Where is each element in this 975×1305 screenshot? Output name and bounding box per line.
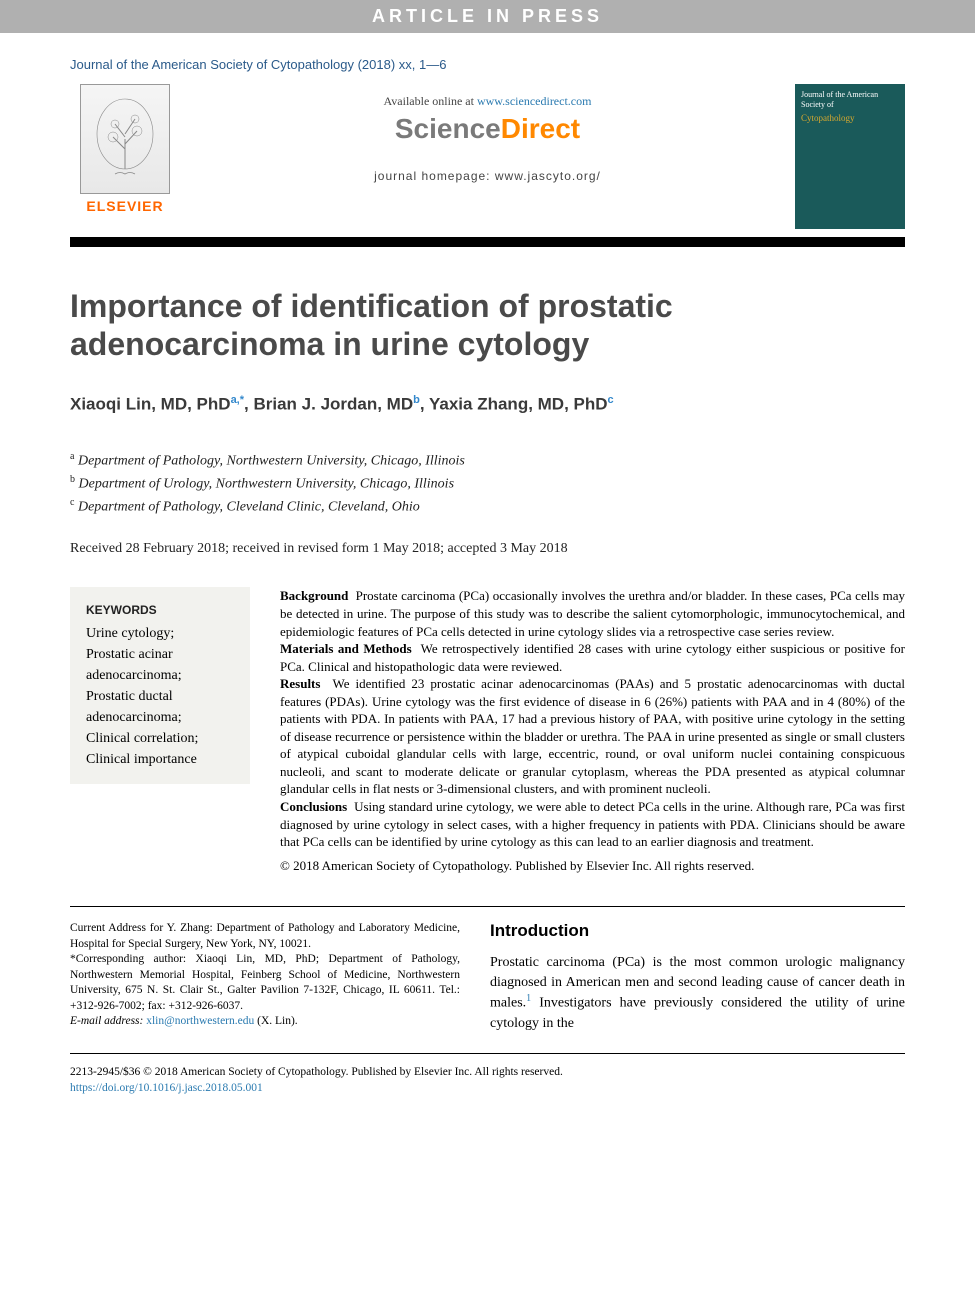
journal-homepage-line: journal homepage: www.jascyto.org/ (200, 169, 775, 183)
header-divider-bar (70, 237, 905, 247)
page-content: Journal of the American Society of Cytop… (0, 57, 975, 1136)
author-1-affil: a, (231, 394, 240, 406)
results-text: We identified 23 prostatic acinar adenoc… (280, 676, 905, 796)
introduction-text: Prostatic carcinoma (PCa) is the most co… (490, 953, 905, 1033)
affiliation-c: c Department of Pathology, Cleveland Cli… (70, 495, 905, 518)
keyword-1: Urine cytology; (86, 623, 234, 644)
journal-cover-thumbnail: Journal of the American Society of Cytop… (795, 84, 905, 229)
abstract-box: Background Prostate carcinoma (PCa) occa… (280, 587, 905, 874)
results-label: Results (280, 676, 320, 691)
available-online-line: Available online at www.sciencedirect.co… (200, 94, 775, 109)
header-center: Available online at www.sciencedirect.co… (180, 84, 795, 183)
article-in-press-banner: ARTICLE IN PRESS (0, 0, 975, 33)
keyword-3: Prostatic ductal adenocarcinoma; (86, 686, 234, 728)
sciencedirect-logo: ScienceDirect (200, 113, 775, 145)
abstract-methods: Materials and Methods We retrospectively… (280, 640, 905, 675)
email-suffix: (X. Lin). (254, 1015, 297, 1027)
cover-journal-name: Journal of the American Society of (801, 90, 899, 109)
sciencedirect-link[interactable]: www.sciencedirect.com (477, 94, 592, 108)
abstract-copyright: © 2018 American Society of Cytopathology… (280, 857, 905, 875)
keyword-5: Clinical importance (86, 749, 234, 770)
background-text: Prostate carcinoma (PCa) occasionally in… (280, 588, 905, 638)
elsevier-tree-icon (80, 84, 170, 194)
elsevier-label: ELSEVIER (86, 198, 163, 214)
affil-marker-a: a (70, 451, 74, 462)
issn-copyright-line: 2213-2945/$36 © 2018 American Society of… (70, 1064, 905, 1080)
conclusions-text: Using standard urine cytology, we were a… (280, 799, 905, 849)
cover-cytopathology: Cytopathology (801, 113, 899, 123)
sd-direct-text: Direct (501, 113, 580, 144)
homepage-url: www.jascyto.org/ (495, 169, 601, 183)
affil-marker-b: b (70, 474, 75, 485)
author-1-star: * (240, 394, 244, 406)
keywords-heading: KEYWORDS (86, 601, 234, 619)
abstract-results: Results We identified 23 prostatic acina… (280, 675, 905, 798)
abstract-background: Background Prostate carcinoma (PCa) occa… (280, 587, 905, 640)
affil-text-b: Department of Urology, Northwestern Univ… (79, 477, 455, 492)
affil-text-c: Department of Pathology, Cleveland Clini… (78, 499, 420, 514)
authors-line: Xiaoqi Lin, MD, PhDa,*, Brian J. Jordan,… (70, 394, 905, 415)
bottom-info: 2213-2945/$36 © 2018 American Society of… (70, 1064, 905, 1096)
author-2-affil: b (413, 394, 420, 406)
abstract-conclusions: Conclusions Using standard urine cytolog… (280, 798, 905, 851)
doi-link[interactable]: https://doi.org/10.1016/j.jasc.2018.05.0… (70, 1082, 263, 1094)
affil-text-a: Department of Pathology, Northwestern Un… (78, 454, 465, 469)
journal-reference: Journal of the American Society of Cytop… (70, 57, 905, 72)
introduction-column: Introduction Prostatic carcinoma (PCa) i… (490, 921, 905, 1033)
author-2: Brian J. Jordan, MD (253, 394, 413, 413)
methods-label: Materials and Methods (280, 641, 412, 656)
footer-row: Current Address for Y. Zhang: Department… (70, 921, 905, 1033)
affiliations-block: a Department of Pathology, Northwestern … (70, 449, 905, 517)
sd-science-text: Science (395, 113, 501, 144)
affiliation-a: a Department of Pathology, Northwestern … (70, 449, 905, 472)
article-title: Importance of identification of prostati… (70, 287, 905, 364)
background-label: Background (280, 588, 348, 603)
footer-divider (70, 906, 905, 907)
affiliation-b: b Department of Urology, Northwestern Un… (70, 472, 905, 495)
available-prefix: Available online at (384, 94, 477, 108)
corresponding-author-note: *Corresponding author: Xiaoqi Lin, MD, P… (70, 952, 460, 1014)
elsevier-logo-block: ELSEVIER (70, 84, 180, 214)
email-line: E-mail address: xlin@northwestern.edu (X… (70, 1014, 460, 1030)
intro-text-suffix: Investigators have previously considered… (490, 996, 905, 1031)
main-columns: KEYWORDS Urine cytology; Prostatic acina… (70, 587, 905, 874)
article-dates: Received 28 February 2018; received in r… (70, 541, 905, 557)
author-1: Xiaoqi Lin, MD, PhD (70, 394, 231, 413)
affil-marker-c: c (70, 497, 74, 508)
header-row: ELSEVIER Available online at www.science… (70, 84, 905, 229)
homepage-label: journal homepage: (374, 169, 495, 183)
current-address-note: Current Address for Y. Zhang: Department… (70, 921, 460, 952)
introduction-heading: Introduction (490, 921, 905, 941)
author-3: Yaxia Zhang, MD, PhD (429, 394, 608, 413)
keywords-box: KEYWORDS Urine cytology; Prostatic acina… (70, 587, 250, 784)
footnotes-block: Current Address for Y. Zhang: Department… (70, 921, 460, 1033)
email-link[interactable]: xlin@northwestern.edu (146, 1015, 254, 1027)
author-3-affil: c (608, 394, 614, 406)
email-label: E-mail address: (70, 1015, 146, 1027)
keyword-4: Clinical correlation; (86, 728, 234, 749)
keyword-2: Prostatic acinar adenocarcinoma; (86, 644, 234, 686)
bottom-divider (70, 1053, 905, 1054)
conclusions-label: Conclusions (280, 799, 347, 814)
